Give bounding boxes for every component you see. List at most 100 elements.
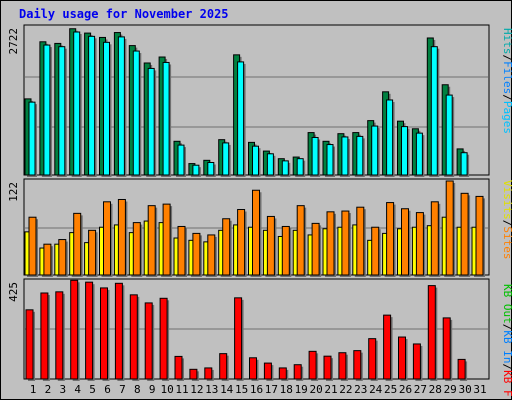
bar-kbf-15 [234,297,243,380]
legend-sep-2: / [501,94,512,101]
bar-sites-6 [103,201,111,276]
bar-hits-17 [266,153,274,176]
bar-kbf-19 [293,364,302,380]
legend-hits-files-pages: Hits/Files/Pages [501,28,512,134]
day-label-26: 26 [399,383,412,396]
bar-hits-2 [43,44,51,176]
bar-hits-18 [281,160,289,176]
bar-hits-30 [460,152,468,176]
bar-kbf-1 [25,309,34,380]
bar-hits-4 [73,31,81,176]
bar-sites-17 [266,215,275,276]
bar-sites-9 [147,205,156,276]
bar-kbf-2 [40,292,49,380]
day-label-25: 25 [384,383,397,396]
bar-hits-6 [103,41,110,176]
bar-sites-19 [296,205,305,276]
bar-sites-4 [73,212,82,276]
day-label-16: 16 [250,383,263,396]
bar-hits-24 [371,125,379,176]
day-label-8: 8 [134,383,141,396]
day-label-22: 22 [339,383,352,396]
bar-sites-15 [237,209,246,276]
legend-kb: KB Out/KB In/KB F [501,284,512,397]
day-label-29: 29 [444,383,457,396]
day-label-31: 31 [473,383,486,396]
bar-kbf-26 [398,336,406,380]
legend-kb-out: KB Out [501,284,512,324]
legend-sep-3: / [501,220,512,227]
bar-hits-1 [28,101,36,176]
bar-kbf-6 [100,287,108,380]
day-label-4: 4 [74,383,81,396]
bar-kbf-17 [263,362,272,380]
bar-kbf-10 [159,297,168,380]
bar-hits-10 [162,61,170,176]
day-label-15: 15 [235,383,248,396]
day-label-1: 1 [30,383,37,396]
bar-sites-31 [475,195,484,276]
bar-kbf-7 [114,282,123,380]
bar-hits-13 [207,161,215,176]
chart-title: Daily usage for November 2025 [19,7,229,21]
bar-sites-25 [386,202,395,276]
bar-sites-29 [445,180,454,276]
bar-sites-10 [162,203,171,276]
bar-sites-1 [28,216,37,276]
day-label-30: 30 [458,383,471,396]
bar-sites-2 [43,243,52,276]
legend-kb-in: KB In [501,330,512,363]
bar-kbf-22 [338,352,347,380]
day-label-28: 28 [429,383,442,396]
bar-hits-3 [58,46,66,176]
bar-hits-19 [296,158,304,176]
bar-hits-21 [326,144,334,176]
bar-hits-12 [192,164,200,176]
bar-kbf-8 [129,294,138,380]
bar-kbf-12 [189,368,198,380]
bar-kbf-21 [323,355,332,380]
legend-sep-4: / [501,324,512,331]
bar-sites-20 [311,222,320,276]
bar-kbf-5 [85,281,94,380]
bar-sites-5 [88,229,97,276]
bar-kbf-3 [55,291,64,380]
legend-hits: Hits [501,28,512,55]
day-label-14: 14 [220,383,234,396]
legend-sep-5: / [501,364,512,371]
bar-sites-14 [222,218,231,276]
day-label-18: 18 [280,383,293,396]
bottom-max-label: 425 [7,282,20,302]
bar-sites-7 [117,198,126,276]
day-label-17: 17 [265,383,278,396]
bar-sites-28 [430,201,439,276]
legend-files: Files [501,61,512,94]
day-label-20: 20 [309,383,322,396]
bar-hits-23 [356,135,364,176]
bar-kbf-24 [368,338,377,380]
bar-sites-16 [252,189,260,276]
bar-kbf-20 [308,350,317,380]
legend-visits-sites: Visits/Sites [501,180,512,260]
bar-kbf-16 [249,357,257,380]
bar-kbf-28 [427,285,436,380]
bar-hits-26 [401,126,408,176]
legend-sites: Sites [501,226,512,259]
bar-kbf-11 [174,355,183,380]
bar-hits-15 [237,61,245,176]
bar-hits-28 [430,46,438,176]
bar-sites-11 [177,225,186,276]
day-label-19: 19 [295,383,308,396]
bar-hits-16 [252,145,259,176]
bar-hits-14 [222,142,230,176]
day-label-6: 6 [104,383,111,396]
legend-sep-1: / [501,55,512,62]
legend-visits: Visits [501,180,512,220]
bar-kbf-13 [204,367,213,380]
bar-sites-26 [401,208,409,276]
day-label-13: 13 [205,383,218,396]
day-label-2: 2 [45,383,52,396]
day-label-23: 23 [354,383,367,396]
bar-kbf-14 [219,353,228,380]
legend-kb-f: KB F [501,370,512,397]
